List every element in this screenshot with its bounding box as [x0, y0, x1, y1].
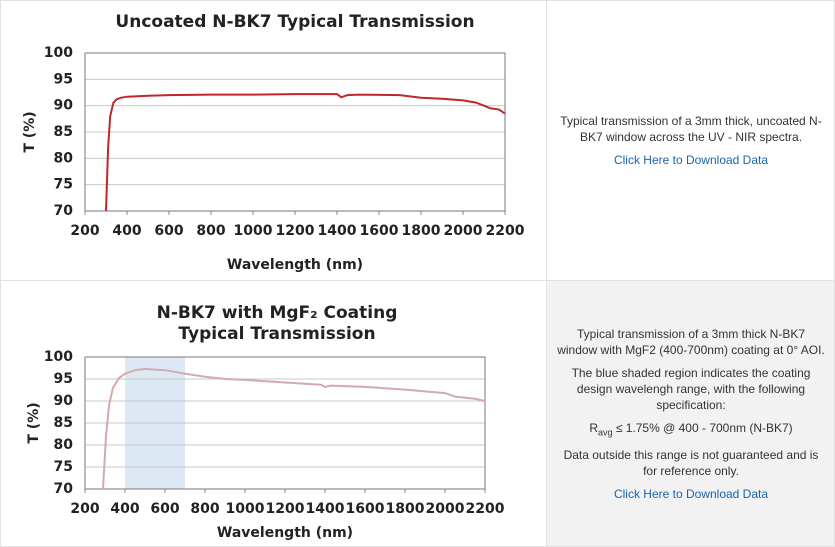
y-tick-label: 100	[44, 45, 73, 61]
plot-frame	[84, 52, 506, 212]
chart-title: Typical Transmission	[178, 324, 375, 344]
x-tick-label: 600	[154, 223, 183, 239]
y-tick-label: 75	[54, 459, 73, 475]
x-tick-label: 1000	[226, 501, 265, 517]
chart-title: Uncoated N-BK7 Typical Transmission	[115, 12, 474, 32]
x-tick-label: 400	[112, 223, 141, 239]
text-cell	[546, 280, 835, 547]
y-axis-label: T (%)	[26, 402, 42, 443]
y-tick-label: 95	[54, 71, 73, 87]
x-tick-label: 1400	[306, 501, 345, 517]
description-panel: Typical transmission of a 3mm thick, unc…	[548, 0, 834, 280]
description-panel: Typical transmission of a 3mm thick N-BK…	[548, 281, 834, 547]
x-tick-label: 2000	[426, 501, 465, 517]
x-tick-label: 200	[70, 501, 99, 517]
download-link[interactable]: Click Here to Download Data	[613, 152, 769, 167]
x-tick-label: 2000	[444, 223, 483, 239]
x-tick-label: 1600	[360, 223, 399, 239]
x-tick-label: 200	[70, 223, 99, 239]
y-tick-label: 70	[54, 481, 74, 497]
x-axis-label: Wavelength (nm)	[227, 257, 363, 273]
spec-symbol: R	[589, 420, 598, 435]
description: Typical transmission of a 3mm thick N-BK…	[557, 326, 825, 357]
x-tick-label: 1000	[234, 223, 273, 239]
description: The blue shaded region indicates the coa…	[571, 365, 811, 412]
data-line	[105, 93, 506, 212]
x-tick-label: 1800	[386, 501, 425, 517]
y-tick-label: 75	[54, 177, 73, 193]
charts: Uncoated N-BK7 Typical Transmission 70 75 8…	[22, 12, 525, 541]
x-tick-label: 400	[110, 501, 139, 517]
specification: Ravg ≤ 1.75% @ 400 - 700nm (N-BK7)	[589, 420, 792, 440]
y-tick-label: 70	[54, 203, 74, 219]
y-tick-label: 90	[54, 98, 74, 114]
x-tick-label: 1200	[266, 501, 305, 517]
y-tick-label: 85	[54, 415, 73, 431]
plot-frame	[84, 356, 486, 490]
y-tick-label: 80	[54, 437, 74, 453]
spec-subscript: avg	[597, 427, 613, 438]
y-tick-label: 80	[54, 150, 74, 166]
x-tick-label: 600	[150, 501, 179, 517]
spec-text: ≤ 1.75% @ 400 - 700nm (N-BK7)	[612, 420, 793, 435]
note: Data outside this range is not guarantee…	[563, 448, 819, 479]
y-tick-label: 90	[54, 393, 74, 409]
y-axis-label: T (%)	[22, 111, 38, 152]
data-line	[102, 367, 486, 490]
x-tick-label: 1200	[276, 223, 315, 239]
x-axis-label: Wavelength (nm)	[217, 525, 353, 541]
x-tick-label: 1600	[346, 501, 385, 517]
x-tick-label: 2200	[486, 223, 525, 239]
x-tick-label: 800	[190, 501, 219, 517]
y-tick-label: 95	[54, 371, 73, 387]
x-tick-label: 1800	[402, 223, 441, 239]
y-tick-label: 85	[54, 124, 73, 140]
description: Typical transmission of a 3mm thick, unc…	[560, 113, 822, 144]
x-tick-label: 2200	[466, 501, 505, 517]
x-tick-label: 800	[196, 223, 225, 239]
download-link[interactable]: Click Here to Download Data	[613, 487, 769, 502]
chart-title: N-BK7 with MgF₂ Coating	[157, 303, 398, 323]
x-tick-label: 1400	[318, 223, 357, 239]
y-tick-label: 100	[44, 349, 73, 365]
